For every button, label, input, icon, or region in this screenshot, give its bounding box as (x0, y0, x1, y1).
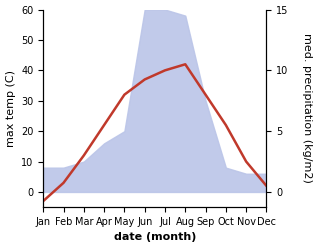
Y-axis label: max temp (C): max temp (C) (5, 70, 16, 147)
Y-axis label: med. precipitation (kg/m2): med. precipitation (kg/m2) (302, 33, 313, 183)
X-axis label: date (month): date (month) (114, 232, 196, 243)
